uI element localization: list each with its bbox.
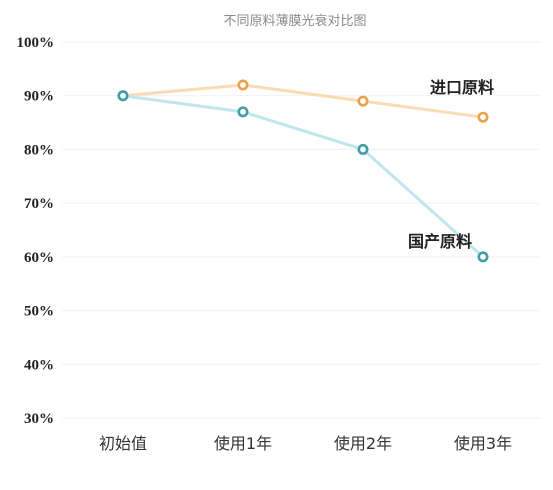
chart-title: 不同原料薄膜光衰对比图	[223, 13, 366, 29]
data-point	[237, 79, 249, 91]
x-axis-ticks: 初始值 使用1年 使用2年 使用3年	[99, 434, 512, 453]
y-tick-label: 100%	[17, 35, 55, 51]
y-tick-label: 90%	[24, 89, 54, 105]
data-point	[477, 251, 489, 263]
y-tick-label: 40%	[24, 357, 54, 373]
y-tick-label: 30%	[24, 411, 54, 427]
series-label: 国产原料	[408, 232, 472, 251]
grid-lines	[62, 41, 540, 419]
data-point	[357, 143, 369, 155]
y-tick-label: 70%	[24, 196, 54, 212]
y-tick-label: 60%	[24, 250, 54, 266]
data-point	[357, 95, 369, 107]
y-tick-label: 80%	[24, 142, 54, 158]
data-point	[477, 111, 489, 123]
series-line-0	[121, 83, 485, 119]
series-label: 进口原料	[430, 78, 494, 97]
series-lines	[121, 83, 485, 259]
x-tick-label: 使用3年	[454, 434, 512, 453]
series-markers	[117, 79, 489, 263]
series-line-1	[121, 94, 485, 259]
data-point	[237, 106, 249, 118]
data-point	[117, 90, 129, 102]
y-axis-ticks: 30% 40% 50% 60% 70% 80% 90% 100%	[17, 35, 55, 427]
y-tick-label: 50%	[24, 304, 54, 320]
x-tick-label: 使用2年	[334, 434, 392, 453]
x-tick-label: 使用1年	[214, 434, 272, 453]
x-tick-label: 初始值	[99, 434, 147, 453]
